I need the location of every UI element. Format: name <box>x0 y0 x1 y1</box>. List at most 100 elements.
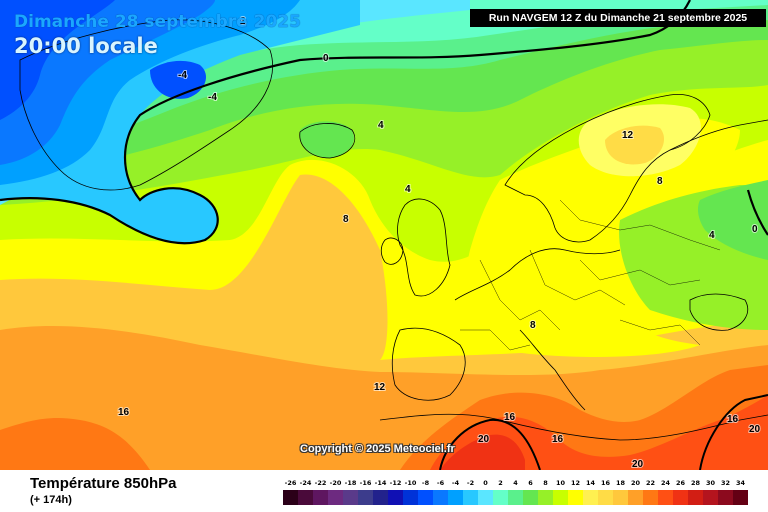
band-blue-dark <box>0 0 115 120</box>
isotherm-label: 16 <box>118 407 130 418</box>
legend-tick-label: 28 <box>690 479 701 487</box>
isotherm-label: 8 <box>343 214 349 225</box>
legend-color-swatch <box>658 490 673 505</box>
isotherm-label: 2 <box>240 16 246 27</box>
temperature-map: 2 -4 -4 0 4 4 8 12 8 4 0 8 12 16 16 16 2… <box>0 0 768 470</box>
legend-color-swatch <box>598 490 613 505</box>
isotherm-label: 16 <box>504 412 516 423</box>
legend-color-swatch <box>613 490 628 505</box>
legend-tick-label: -26 <box>284 479 297 487</box>
legend-tick-label: -14 <box>374 479 387 487</box>
legend-color-swatch <box>538 490 553 505</box>
isotherm-label: -4 <box>178 70 187 81</box>
isotherm-label: 8 <box>657 176 663 187</box>
band-light-orange-scandinavia <box>605 125 665 165</box>
legend-color-swatch <box>508 490 523 505</box>
color-scale-legend: -26 -24 -22 -20 -18 -16 -14 -12 -10 -8 -6 -4 -2 0 2 4 6 8… <box>283 479 748 509</box>
legend-tick-label: 18 <box>615 479 626 487</box>
legend-color-swatch <box>718 490 733 505</box>
isotherm-label: 8 <box>530 320 536 331</box>
legend-tick-label: -12 <box>389 479 402 487</box>
legend-color-swatch <box>703 490 718 505</box>
legend-color-swatch <box>643 490 658 505</box>
legend-tick-label: 32 <box>720 479 731 487</box>
legend-color-swatch <box>358 490 373 505</box>
legend-tick-label: 26 <box>675 479 686 487</box>
isotherm-label: 0 <box>752 224 758 235</box>
forecast-date: Dimanche 28 septembre 2025 <box>14 12 301 32</box>
isotherm-labels: 2 -4 -4 0 4 4 8 12 8 4 0 8 12 16 16 16 2… <box>117 15 762 470</box>
isotherm-label: 12 <box>622 130 634 141</box>
legend-color-swatch <box>283 490 298 505</box>
legend-tick-label: -24 <box>299 479 312 487</box>
country-borders <box>460 199 721 351</box>
isotherm-label: 16 <box>552 434 564 445</box>
legend-color-swatch <box>433 490 448 505</box>
model-run-info: Run NAVGEM 12 Z du Dimanche 21 septembre… <box>470 9 766 27</box>
footer: Température 850hPa (+ 174h) -26 -24 -22 -20… <box>0 470 768 512</box>
legend-color-swatch <box>478 490 493 505</box>
legend-tick-label: 22 <box>645 479 656 487</box>
band-red-africa <box>440 434 525 470</box>
legend-color-swatch <box>328 490 343 505</box>
legend-tick-label: 6 <box>528 479 533 487</box>
legend-tick-label: -6 <box>436 479 445 487</box>
legend-color-swatch <box>463 490 478 505</box>
legend-color-swatch <box>568 490 583 505</box>
legend-tick-label: 0 <box>483 479 488 487</box>
isotherm-label: 0 <box>323 53 329 64</box>
isotherm-label: 20 <box>749 424 761 435</box>
isotherm-16-southeast <box>699 394 768 470</box>
legend-color-swatch <box>553 490 568 505</box>
legend-tick-label: -8 <box>421 479 430 487</box>
isotherm-0-east <box>746 189 768 236</box>
legend-tick-label: 16 <box>600 479 611 487</box>
legend-tick-label: 34 <box>735 479 746 487</box>
legend-color-swatch <box>628 490 643 505</box>
legend-color-swatch <box>583 490 598 505</box>
legend-color-swatch <box>688 490 703 505</box>
legend-color-swatch <box>733 490 748 505</box>
isotherm-label: 20 <box>478 434 490 445</box>
isotherm-label: 20 <box>632 459 644 470</box>
legend-tick-label: -2 <box>466 479 475 487</box>
isotherm-0-north <box>0 0 691 245</box>
forecast-time: 20:00 locale <box>14 34 158 58</box>
legend-tick-label: 14 <box>585 479 596 487</box>
legend-color-swatch <box>313 490 328 505</box>
legend-tick-label: -4 <box>451 479 460 487</box>
legend-color-swatch <box>403 490 418 505</box>
isotherm-label: 16 <box>727 414 739 425</box>
band-orange-southwest <box>0 418 150 470</box>
legend-color-swatch <box>448 490 463 505</box>
legend-color-swatch <box>388 490 403 505</box>
legend-color-swatch <box>373 490 388 505</box>
coastlines <box>19 19 768 441</box>
legend-tick-label: -20 <box>329 479 342 487</box>
legend-tick-label: 4 <box>513 479 518 487</box>
isotherm-label: 4 <box>405 184 411 195</box>
legend-color-swatch <box>298 490 313 505</box>
isotherm-label: 4 <box>709 230 715 241</box>
copyright-notice: Copyright © 2025 Meteociel.fr <box>300 443 455 455</box>
legend-tick-label: 2 <box>498 479 503 487</box>
band-iceland <box>299 121 354 158</box>
legend-tick-label: 24 <box>660 479 671 487</box>
legend-color-swatch <box>418 490 433 505</box>
legend-color-swatch <box>523 490 538 505</box>
isotherm-label: -4 <box>208 92 217 103</box>
legend-tick-label: 20 <box>630 479 641 487</box>
legend-color-swatch <box>673 490 688 505</box>
isotherm-label: 12 <box>374 382 386 393</box>
legend-tick-label: -22 <box>314 479 327 487</box>
legend-tick-label: 12 <box>570 479 581 487</box>
legend-tick-label: -18 <box>344 479 357 487</box>
legend-color-swatch <box>493 490 508 505</box>
isotherm-label: 4 <box>378 120 384 131</box>
legend-tick-label: 30 <box>705 479 716 487</box>
band-yellow-europe <box>466 118 740 357</box>
legend-tick-label: -10 <box>404 479 417 487</box>
isotherm-16-south <box>439 418 541 470</box>
legend-tick-label: 8 <box>543 479 548 487</box>
